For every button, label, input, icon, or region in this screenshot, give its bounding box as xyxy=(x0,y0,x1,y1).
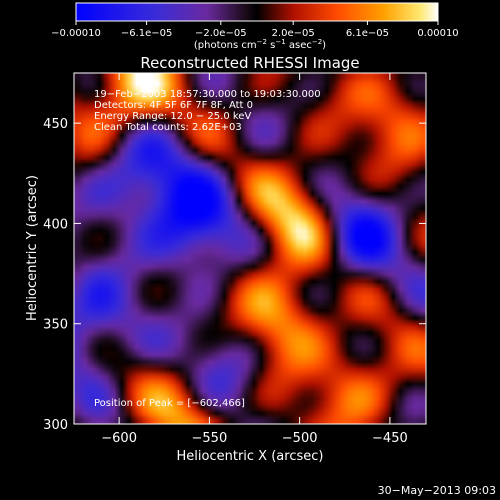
annotation-clean-counts: Clean Total counts: 2.62E+03 xyxy=(94,122,242,133)
image-annotations: 19−Feb−2003 18:57:30.000 to 19:03:30.000… xyxy=(94,89,321,409)
y-axis-label: Heliocentric Y (arcsec) xyxy=(25,175,40,321)
x-tick-label: −550 xyxy=(192,431,228,446)
colorbar: −0.00010 −6.1e−05 −2.0e−05 2.0e−05 6.1e−05 0.… xyxy=(51,2,459,51)
y-tick-label: 400 xyxy=(43,217,68,232)
y-tick-label: 350 xyxy=(43,318,68,333)
y-tick-label: 450 xyxy=(43,117,68,132)
colorbar-tick-label: 6.1e−05 xyxy=(346,28,389,39)
colorbar-tick-label: −0.00010 xyxy=(51,28,101,39)
x-tick-label: −500 xyxy=(282,431,318,446)
colorbar-ticks: −0.00010 −6.1e−05 −2.0e−05 2.0e−05 6.1e−05 0.… xyxy=(51,21,459,39)
axis-ticks: −600 −550 −500 −450 300 350 400 450 xyxy=(43,73,426,446)
annotation-detectors: Detectors: 4F 5F 6F 7F 8F, Att 0 xyxy=(94,100,253,111)
colorbar-tick-label: 0.00010 xyxy=(417,28,458,39)
chart-title: Reconstructed RHESSI Image xyxy=(140,54,359,72)
colorbar-units: (photons cm−2 s−1 asec−2) xyxy=(194,38,326,51)
annotation-time-range: 19−Feb−2003 18:57:30.000 to 19:03:30.000 xyxy=(94,89,321,100)
colorbar-tick-label: −2.0e−05 xyxy=(195,28,247,39)
plot-frame xyxy=(73,72,427,425)
x-axis-label: Heliocentric X (arcsec) xyxy=(177,449,324,464)
y-tick-label: 300 xyxy=(43,418,68,433)
colorbar-strip xyxy=(75,2,439,22)
x-tick-label: −450 xyxy=(372,431,408,446)
x-tick-label: −600 xyxy=(101,431,137,446)
colorbar-tick-label: 2.0e−05 xyxy=(272,28,315,39)
footer-date: 30−May−2013 09:03 xyxy=(378,484,496,497)
plot-area: −600 −550 −500 −450 300 350 400 450 xyxy=(43,72,427,446)
annotation-peak-position: Position of Peak = [−602,466] xyxy=(94,398,245,409)
heatmap-image xyxy=(74,73,426,424)
annotation-energy-range: Energy Range: 12.0 − 25.0 keV xyxy=(94,111,251,122)
colorbar-tick-label: −6.1e−05 xyxy=(121,28,173,39)
